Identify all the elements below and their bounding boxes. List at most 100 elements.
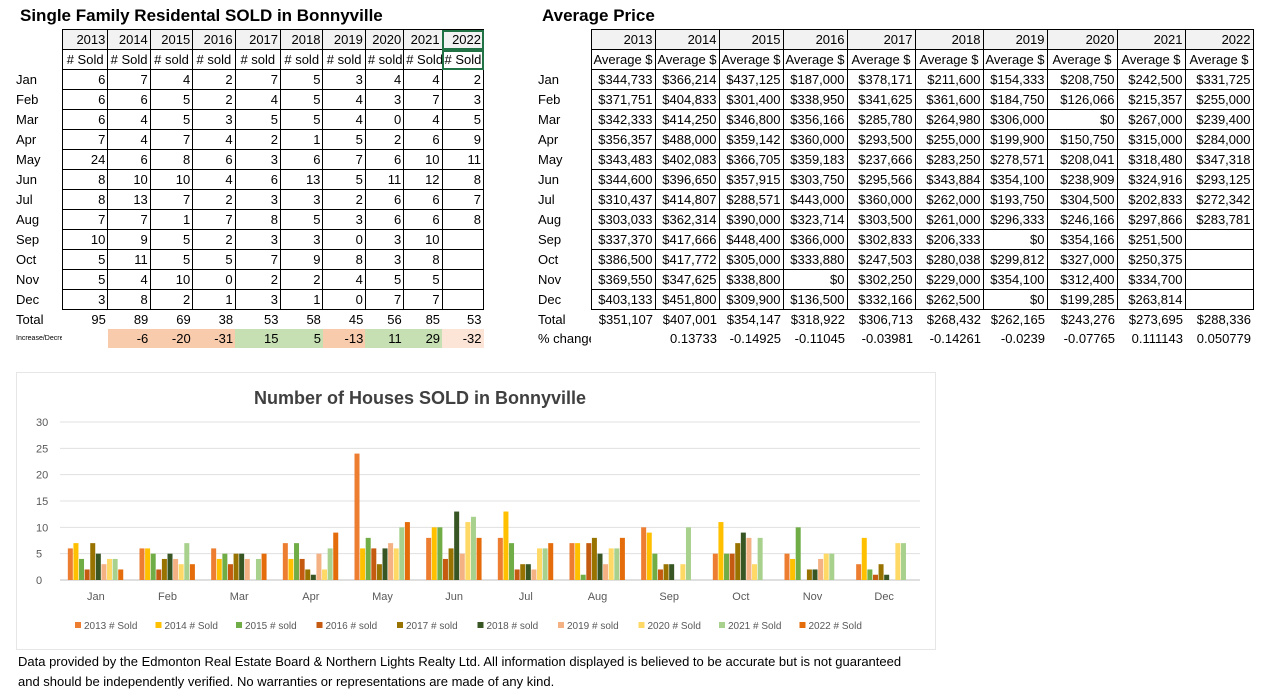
- table-cell[interactable]: $246,166: [1046, 209, 1118, 230]
- table-cell[interactable]: 10: [107, 169, 151, 190]
- table-cell[interactable]: $366,705: [718, 149, 784, 170]
- table-cell[interactable]: 8: [61, 169, 109, 190]
- month-label[interactable]: Mar: [16, 112, 39, 127]
- table-cell[interactable]: 5: [149, 109, 194, 130]
- table-cell[interactable]: $414,250: [654, 109, 720, 130]
- bar[interactable]: [107, 558, 113, 580]
- total-cell[interactable]: 89: [133, 312, 149, 327]
- month-label[interactable]: Jun: [16, 172, 37, 187]
- bar[interactable]: [735, 543, 741, 580]
- table-cell[interactable]: $302,250: [846, 269, 916, 290]
- table-cell[interactable]: [1184, 229, 1254, 250]
- bar[interactable]: [167, 553, 173, 580]
- total-cell[interactable]: 53: [467, 312, 482, 327]
- table-cell[interactable]: $354,100: [982, 169, 1048, 190]
- column-subheader[interactable]: Average $: [718, 49, 784, 70]
- bar[interactable]: [294, 543, 300, 580]
- table-cell[interactable]: $354,166: [1046, 229, 1118, 250]
- bar[interactable]: [806, 569, 812, 580]
- table-cell[interactable]: 6: [280, 149, 324, 170]
- increase-cell[interactable]: -32: [442, 329, 484, 348]
- month-label[interactable]: Dec: [16, 292, 40, 307]
- table-cell[interactable]: $242,500: [1116, 69, 1186, 90]
- legend-label[interactable]: 2021 # Sold: [728, 621, 781, 632]
- table-cell[interactable]: 7: [403, 289, 443, 310]
- table-cell[interactable]: 4: [322, 109, 366, 130]
- table-cell[interactable]: 10: [149, 269, 194, 290]
- table-cell[interactable]: 3: [364, 229, 405, 250]
- bar[interactable]: [322, 569, 328, 580]
- table-cell[interactable]: $251,500: [1116, 229, 1186, 250]
- table-cell[interactable]: $396,650: [654, 169, 720, 190]
- bar[interactable]: [454, 511, 460, 580]
- change-cell[interactable]: -0.11045: [794, 331, 845, 346]
- table-cell[interactable]: 7: [441, 189, 485, 210]
- total-cell[interactable]: $407,001: [662, 312, 717, 327]
- bar[interactable]: [652, 553, 658, 580]
- total-cell[interactable]: 45: [348, 312, 364, 327]
- total-cell[interactable]: $351,107: [598, 312, 653, 327]
- table-cell[interactable]: $303,033: [590, 209, 656, 230]
- total-cell[interactable]: $288,336: [1196, 312, 1251, 327]
- table-cell[interactable]: 9: [280, 249, 324, 270]
- table-cell[interactable]: 2: [149, 289, 194, 310]
- table-cell[interactable]: $293,125: [1184, 169, 1254, 190]
- table-cell[interactable]: 6: [61, 69, 109, 90]
- table-cell[interactable]: 4: [234, 89, 282, 110]
- column-subheader[interactable]: Average $: [782, 49, 848, 70]
- bar[interactable]: [465, 522, 471, 580]
- table-cell[interactable]: 4: [149, 69, 194, 90]
- bar[interactable]: [646, 532, 652, 580]
- column-subheader[interactable]: Average $: [654, 49, 720, 70]
- bar[interactable]: [718, 522, 724, 580]
- table-cell[interactable]: 2: [192, 89, 236, 110]
- increase-cell[interactable]: -13: [322, 329, 366, 348]
- table-cell[interactable]: 5: [149, 229, 194, 250]
- total-cell[interactable]: 56: [387, 312, 402, 327]
- year-header[interactable]: 2018: [914, 29, 984, 50]
- bar[interactable]: [591, 537, 597, 580]
- bar[interactable]: [184, 543, 190, 580]
- table-cell[interactable]: $215,357: [1116, 89, 1186, 110]
- table-cell[interactable]: $306,000: [982, 109, 1048, 130]
- increase-cell[interactable]: -20: [150, 329, 193, 348]
- table-cell[interactable]: 4: [322, 269, 366, 290]
- table-cell[interactable]: $343,483: [590, 149, 656, 170]
- bar[interactable]: [900, 543, 906, 580]
- bar[interactable]: [878, 564, 884, 580]
- bar[interactable]: [746, 537, 752, 580]
- table-cell[interactable]: 3: [61, 289, 109, 310]
- bar[interactable]: [861, 537, 867, 580]
- bar[interactable]: [239, 553, 245, 580]
- table-cell[interactable]: 11: [441, 149, 485, 170]
- month-label[interactable]: Aug: [16, 212, 40, 227]
- bar[interactable]: [382, 548, 388, 580]
- bar[interactable]: [603, 564, 609, 580]
- table-cell[interactable]: $297,866: [1116, 209, 1186, 230]
- table-cell[interactable]: $264,980: [914, 109, 984, 130]
- increase-cell[interactable]: -6: [107, 329, 151, 348]
- month-label[interactable]: May: [538, 152, 563, 167]
- table-cell[interactable]: 5: [280, 209, 324, 230]
- bar[interactable]: [531, 569, 537, 580]
- table-cell[interactable]: 11: [364, 169, 405, 190]
- total-cell[interactable]: 53: [264, 312, 279, 327]
- table-cell[interactable]: 6: [364, 189, 405, 210]
- table-cell[interactable]: $323,714: [782, 209, 848, 230]
- bar[interactable]: [597, 553, 603, 580]
- table-cell[interactable]: 9: [441, 129, 485, 150]
- table-cell[interactable]: $331,725: [1184, 69, 1254, 90]
- legend-label[interactable]: 2020 # Sold: [648, 621, 701, 632]
- bar[interactable]: [448, 548, 454, 580]
- bar[interactable]: [812, 569, 818, 580]
- year-header[interactable]: 2019: [982, 29, 1048, 50]
- bar[interactable]: [244, 558, 250, 580]
- table-cell[interactable]: $342,333: [590, 109, 656, 130]
- table-cell[interactable]: 6: [107, 89, 151, 110]
- table-cell[interactable]: $187,000: [782, 69, 848, 90]
- table-cell[interactable]: $301,400: [718, 89, 784, 110]
- total-cell[interactable]: $318,922: [790, 312, 845, 327]
- table-cell[interactable]: $366,000: [782, 229, 848, 250]
- table-cell[interactable]: $199,285: [1046, 289, 1118, 310]
- table-cell[interactable]: $369,550: [590, 269, 656, 290]
